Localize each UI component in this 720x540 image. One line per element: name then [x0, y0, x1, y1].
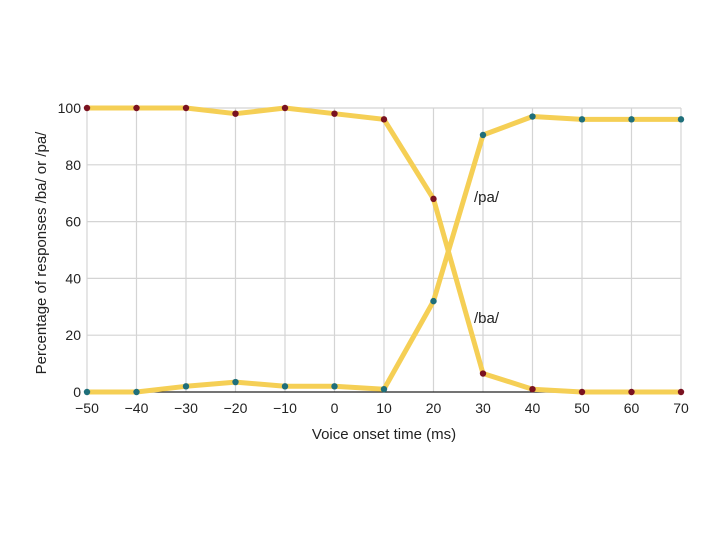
data-point-ba — [479, 370, 487, 377]
data-point-ba — [677, 388, 685, 396]
y-tick-label: 100 — [58, 100, 82, 116]
x-tick-label: 70 — [673, 400, 689, 416]
y-tick-label: 0 — [73, 384, 81, 400]
data-point-ba — [628, 388, 635, 396]
data-point-ba — [232, 110, 239, 117]
x-tick-label: 50 — [574, 400, 590, 416]
series-label-ba: /ba/ — [474, 310, 500, 327]
data-point-pa — [578, 116, 586, 123]
x-tick-label: −40 — [125, 400, 149, 416]
data-point-ba — [182, 104, 190, 112]
data-point-pa — [281, 383, 289, 390]
y-tick-labels: 0 20 40 60 80 100 — [58, 100, 82, 400]
data-point-pa — [331, 383, 338, 390]
series-label-pa: /pa/ — [474, 189, 500, 206]
data-point-ba — [529, 385, 536, 393]
data-point-pa — [677, 116, 685, 123]
y-tick-label: 20 — [65, 327, 81, 343]
data-point-ba — [578, 388, 586, 396]
grid-lines — [86, 107, 682, 392]
data-point-pa — [529, 113, 536, 120]
series-points — [83, 104, 685, 396]
data-point-pa — [380, 385, 388, 393]
x-axis-title: Voice onset time (ms) — [312, 426, 456, 443]
y-tick-label: 80 — [65, 157, 81, 173]
data-point-pa — [83, 388, 91, 396]
x-tick-label: −10 — [273, 400, 297, 416]
x-tick-label: −20 — [224, 400, 248, 416]
data-point-pa — [628, 116, 635, 123]
data-point-ba — [380, 116, 388, 123]
data-point-ba — [430, 195, 437, 203]
data-point-pa — [182, 383, 190, 390]
x-tick-label: −50 — [75, 400, 99, 416]
x-tick-label: 0 — [331, 400, 339, 416]
x-tick-label: 30 — [475, 400, 491, 416]
data-point-pa — [479, 131, 487, 139]
data-point-pa — [133, 388, 140, 396]
y-tick-label: 40 — [65, 270, 81, 286]
x-tick-labels: −50 −40 −30 −20 −10 0 10 20 30 40 50 60 70 — [75, 400, 689, 416]
data-point-ba — [281, 104, 289, 112]
data-point-ba — [83, 104, 91, 112]
x-tick-label: 20 — [426, 400, 442, 416]
data-point-pa — [430, 297, 437, 305]
x-tick-label: −30 — [174, 400, 198, 416]
data-point-ba — [331, 110, 338, 117]
x-tick-label: 40 — [525, 400, 541, 416]
data-point-pa — [232, 378, 239, 386]
y-tick-label: 60 — [65, 214, 81, 230]
y-axis-title: Percentage of responses /ba/ or /pa/ — [33, 131, 50, 374]
x-tick-label: 60 — [624, 400, 640, 416]
x-tick-label: 10 — [376, 400, 392, 416]
data-point-ba — [133, 104, 140, 112]
